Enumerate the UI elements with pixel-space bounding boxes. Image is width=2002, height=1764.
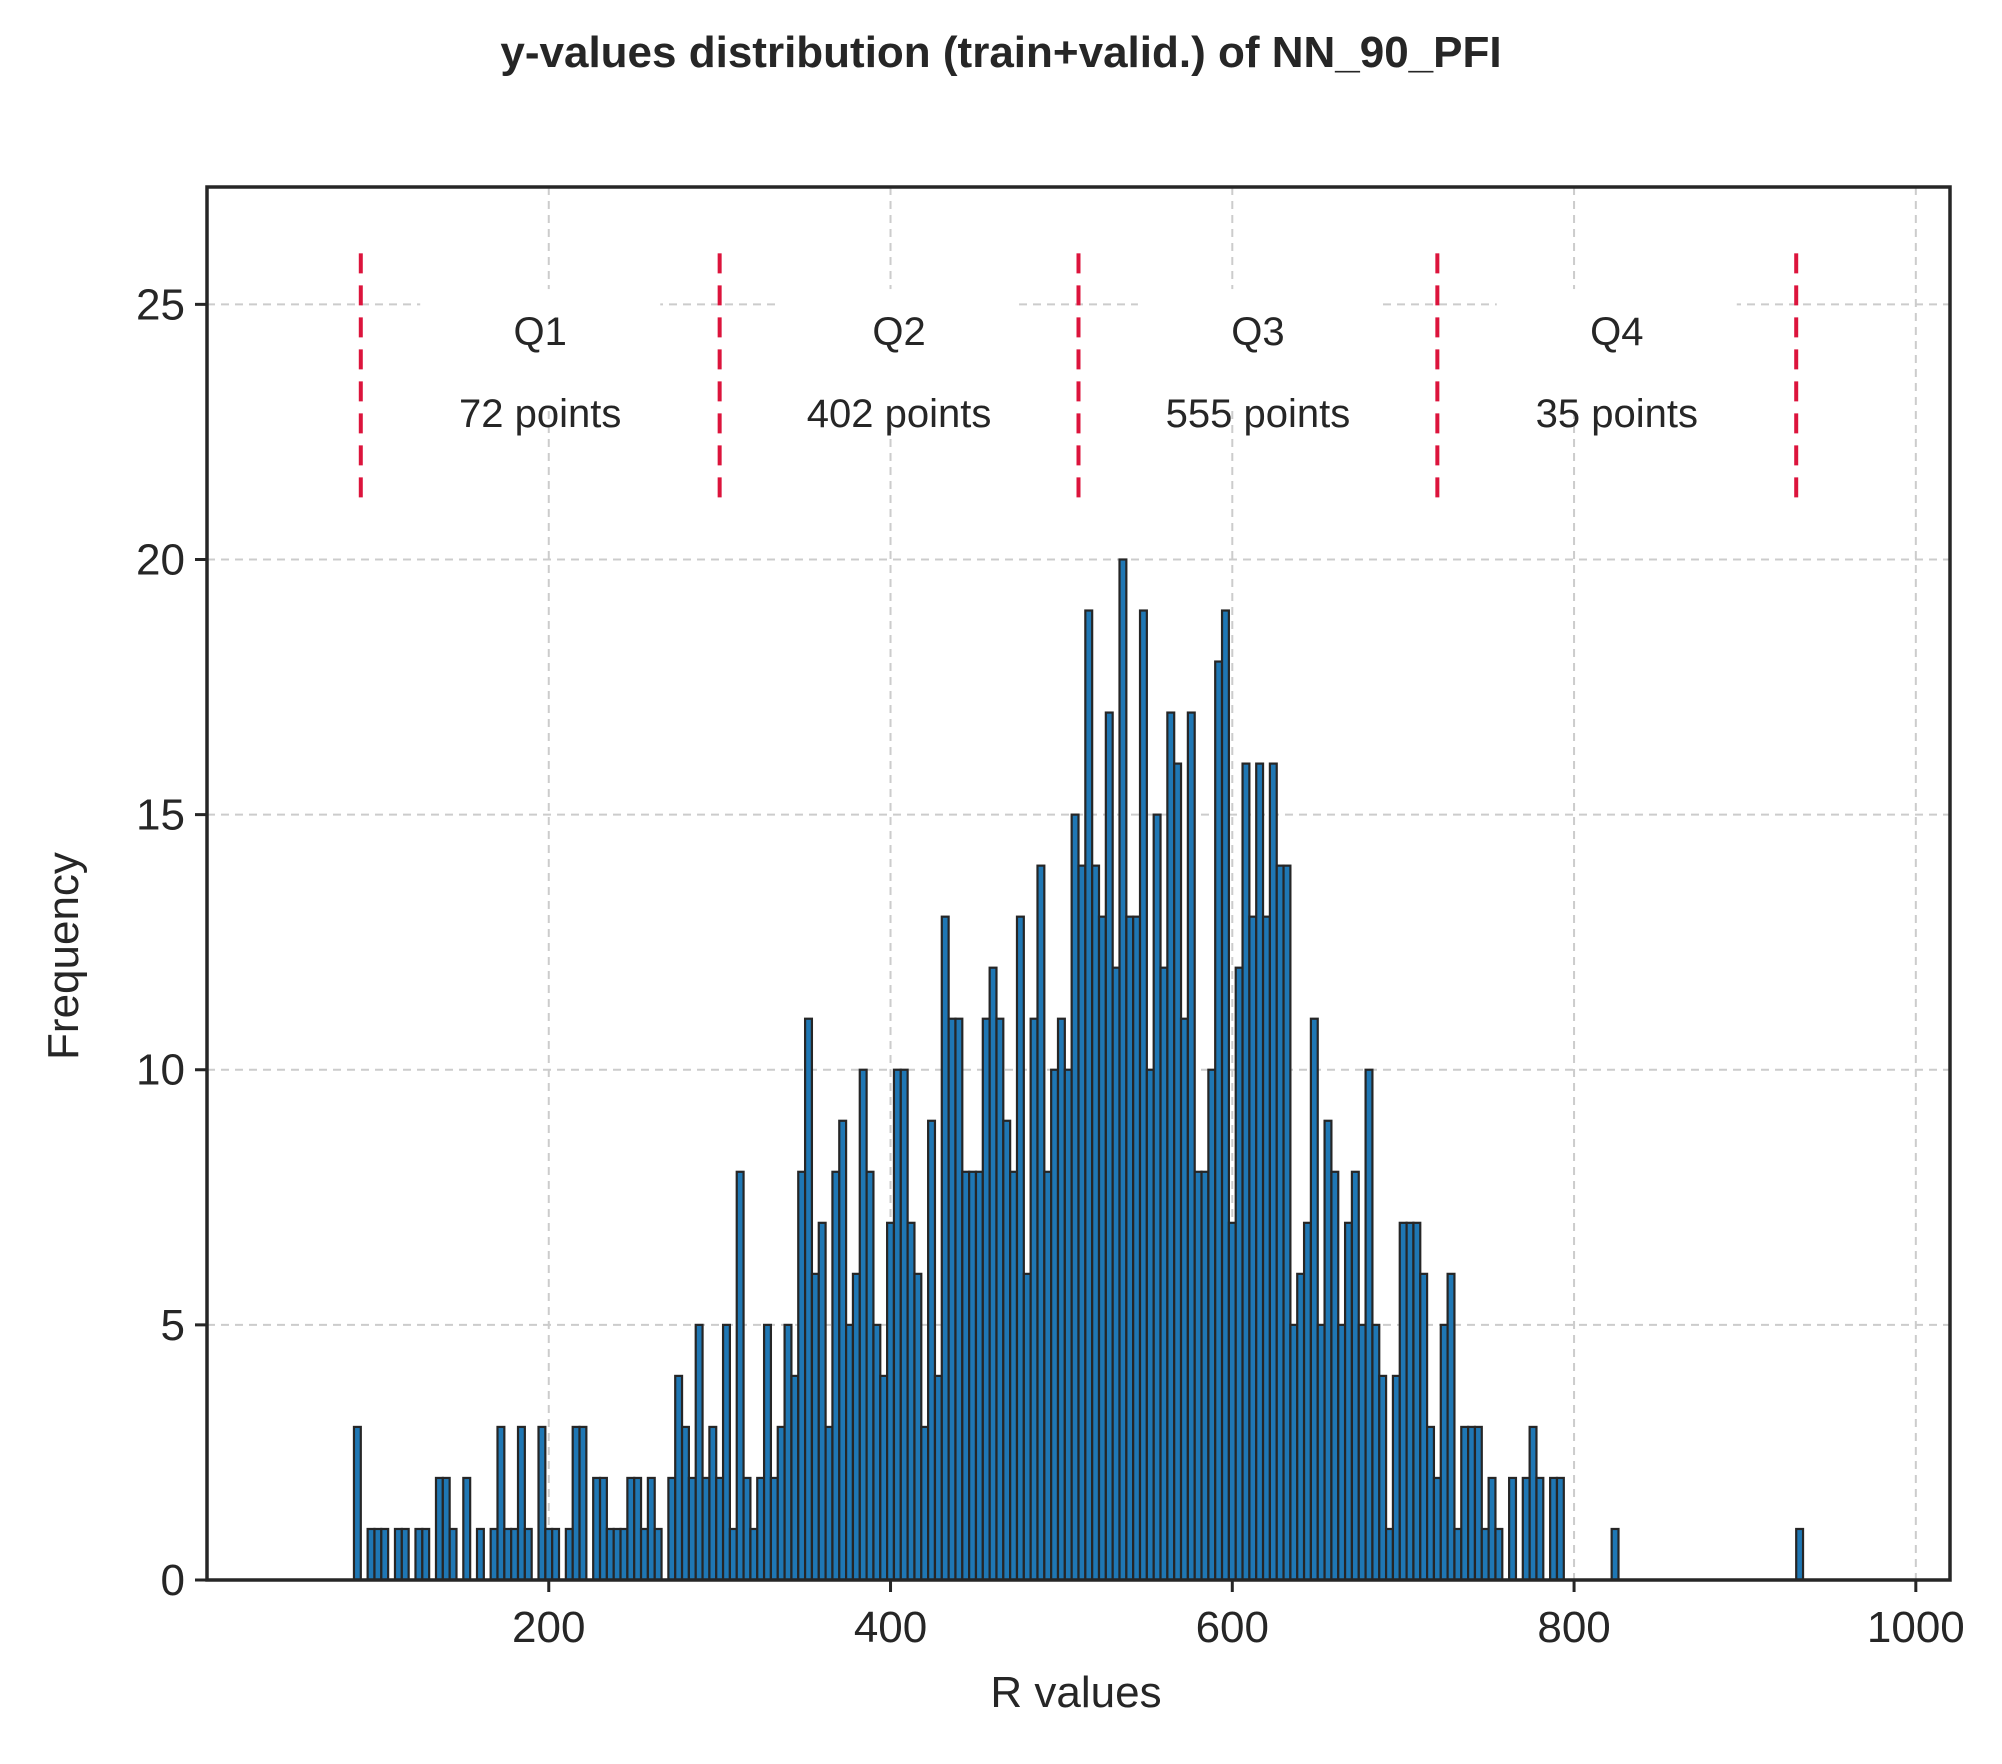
x-tick-label: 400 [854, 1603, 927, 1652]
x-tick-label: 800 [1537, 1603, 1610, 1652]
y-tick-label: 20 [136, 535, 185, 584]
axes-layer: 200 400 600 800 1000 0 5 10 15 20 25 [136, 185, 1965, 1652]
histogram-bar [1795, 1527, 1805, 1582]
quantile-label: Q3 [1231, 310, 1284, 354]
y-tick-label: 15 [136, 791, 185, 840]
histogram-bar [578, 1425, 588, 1582]
annotation-box [1137, 289, 1378, 410]
quantile-count: 35 points [1536, 392, 1698, 436]
histogram-bar [448, 1527, 458, 1582]
quantile-label: Q4 [1590, 310, 1643, 354]
y-tick-label: 5 [161, 1301, 185, 1350]
y-tick-label: 0 [161, 1556, 185, 1605]
axes-frame [205, 185, 1952, 1582]
x-tick-label: 600 [1196, 1603, 1269, 1652]
quantile-label: Q2 [872, 310, 925, 354]
histogram-bar [653, 1527, 663, 1582]
annotation-box [779, 289, 1020, 410]
y-tick-label: 10 [136, 1046, 185, 1095]
histogram-bar [1535, 1476, 1545, 1582]
divider-layer [358, 253, 1799, 509]
histogram-bar [380, 1527, 390, 1582]
quantile-count: 555 points [1166, 392, 1351, 436]
histogram-bar [421, 1527, 431, 1582]
x-tick-label: 200 [512, 1603, 585, 1652]
chart-title: y-values distribution (train+valid.) of … [500, 28, 1502, 77]
histogram-bar [1494, 1527, 1504, 1582]
histogram-bar [1610, 1527, 1620, 1582]
histogram-bar [352, 1425, 362, 1582]
histogram-bar [400, 1527, 410, 1582]
histogram-bar [1508, 1476, 1518, 1582]
y-tick-label: 25 [136, 280, 185, 329]
x-axis-label: R values [990, 1668, 1162, 1717]
x-tick-label: 1000 [1867, 1603, 1965, 1652]
quantile-count: 402 points [807, 392, 992, 436]
annotation-layer: Q1 72 points Q2 402 points Q3 555 points Q4 35 … [420, 289, 1737, 436]
histogram-bar [551, 1527, 561, 1582]
y-axis-label: Frequency [39, 852, 88, 1060]
quantile-label: Q1 [514, 310, 567, 354]
histogram-bar [523, 1527, 533, 1582]
histogram-bar [1555, 1476, 1565, 1582]
histogram-bar [462, 1476, 472, 1582]
annotation-box [420, 289, 661, 410]
annotation-box [1496, 289, 1737, 410]
histogram-bar [475, 1527, 485, 1582]
quantile-count: 72 points [459, 392, 621, 436]
